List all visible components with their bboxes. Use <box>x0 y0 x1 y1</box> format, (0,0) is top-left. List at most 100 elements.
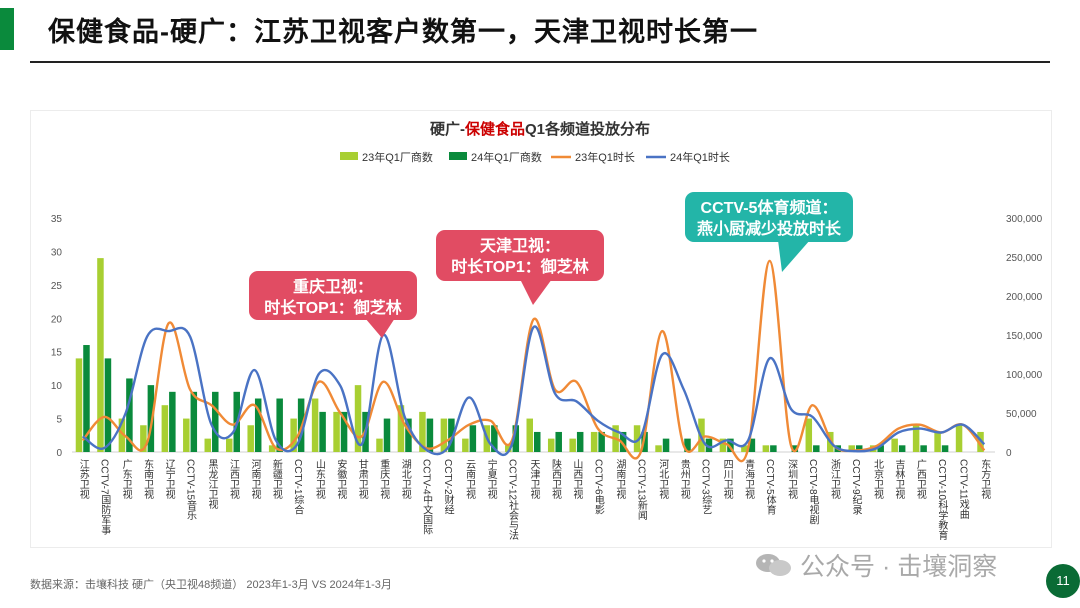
callout-chongqing-line2: 时长TOP1：御芝林 <box>264 300 402 317</box>
bar-2023 <box>547 438 555 452</box>
bar-2023 <box>526 418 533 452</box>
bar-2023 <box>376 438 383 452</box>
bar-2024 <box>941 445 949 452</box>
x-tick-label: 青海卫视 <box>743 458 755 500</box>
x-tick-label: CCTV-15音乐 <box>185 459 197 520</box>
bar-2024 <box>619 431 627 452</box>
bar-2024 <box>448 418 455 452</box>
bar-2023 <box>633 425 641 452</box>
bar-2023 <box>934 431 941 452</box>
bar-2023 <box>912 425 920 452</box>
x-tick-label: 北京卫视 <box>871 459 883 500</box>
x-tick-label: CCTV-11戏曲 <box>957 459 969 519</box>
bar-2024 <box>126 378 133 452</box>
watermark-text: 公众号 · 击壤洞察 <box>800 553 998 581</box>
legend-label: 23年Q1时长 <box>575 150 635 164</box>
bar-2024 <box>534 431 541 452</box>
bar-2024 <box>405 418 412 452</box>
bar-2024 <box>426 418 434 452</box>
y-right-tick: 0 <box>1006 448 1012 459</box>
x-tick-label: 四川卫视 <box>721 459 733 500</box>
bar-2024 <box>576 431 584 452</box>
bar-2023 <box>75 358 83 452</box>
x-tick-label: 山西卫视 <box>571 459 583 500</box>
callout-chongqing: 重庆卫视： 时长TOP1：御芝林 <box>249 271 417 320</box>
bar-2023 <box>118 418 126 452</box>
bar-2023 <box>140 425 147 452</box>
title-accent-bar <box>0 8 14 50</box>
x-tick-label: 广东卫视 <box>120 459 132 500</box>
bar-2024 <box>340 411 348 452</box>
x-tick-label: CCTV-10科学教育 <box>936 459 948 541</box>
bar-2023 <box>762 445 770 452</box>
y-left-tick: 35 <box>51 214 63 225</box>
x-tick-label: 浙江卫视 <box>829 459 841 500</box>
bar-2024 <box>748 438 756 452</box>
x-tick-label: 安徽卫视 <box>335 458 347 500</box>
bar-2024 <box>855 445 863 452</box>
x-tick-label: 湖南卫视 <box>614 459 626 500</box>
bar-2023 <box>333 411 340 452</box>
callout-tianjin-line1: 天津卫视： <box>479 238 560 255</box>
bar-2023 <box>505 445 512 452</box>
bar-2023 <box>977 431 984 452</box>
x-tick-label: 重庆卫视 <box>378 458 390 500</box>
bar-2023 <box>590 431 598 452</box>
bar-2024 <box>705 438 713 452</box>
bar-2023 <box>741 445 748 452</box>
bar-2023 <box>419 411 426 452</box>
x-tick-label: CCTV-12社会与法 <box>507 459 519 541</box>
x-tick-label: CCTV-7国防军事 <box>99 459 111 535</box>
x-tick-label: 甘肃卫视 <box>356 458 368 500</box>
bar-2023 <box>268 445 276 452</box>
bar-2024 <box>83 345 90 452</box>
x-tick-label: 黑龙江卫视 <box>206 459 218 510</box>
x-tick-label: 河北卫视 <box>657 459 669 500</box>
title-divider <box>30 61 1050 63</box>
bar-2024 <box>104 358 112 452</box>
bar-2023 <box>354 385 362 452</box>
x-tick-label: CCTV-9纪录 <box>850 459 862 515</box>
x-tick-label: CCTV-2财经 <box>442 459 454 515</box>
x-tick-label: CCTV-4中文国际 <box>421 459 433 535</box>
callout-tianjin: 天津卫视： 时长TOP1：御芝林 <box>436 230 604 281</box>
x-tick-label: 陕西卫视 <box>549 458 561 500</box>
bar-2024 <box>190 391 198 452</box>
bar-2023 <box>204 438 212 452</box>
y-right-tick: 150,000 <box>1006 331 1043 342</box>
x-tick-label: CCTV-6电影 <box>592 459 604 515</box>
y-right-tick: 300,000 <box>1006 214 1043 225</box>
data-source-note: 数据来源：击壤科技 硬广（央卫视48频道） 2023年1-3月 VS 2024年… <box>30 579 392 591</box>
bar-2024 <box>684 438 691 452</box>
x-tick-label: 江苏卫视 <box>77 459 89 500</box>
bar-2024 <box>770 445 777 452</box>
x-tick-label: 江西卫视 <box>227 459 239 500</box>
callout-chongqing-line1: 重庆卫视： <box>292 279 373 296</box>
bar-2024 <box>254 398 262 452</box>
bar-2024 <box>727 438 734 452</box>
bar-2024 <box>491 425 498 452</box>
bar-2023 <box>848 445 855 452</box>
legend-swatch <box>449 152 467 160</box>
page-number: 11 <box>1046 564 1080 598</box>
y-left-tick: 25 <box>51 281 63 292</box>
y-left-tick: 30 <box>51 247 63 258</box>
bar-2023 <box>955 425 963 452</box>
x-tick-label: CCTV-1综合 <box>292 459 304 515</box>
bar-2023 <box>183 418 190 452</box>
callout-cctv5: CCTV-5体育频道： 燕小厨减少投放时长 <box>685 192 853 242</box>
chart-title: 硬广-保健食品Q1各频道投放分布 <box>430 120 650 138</box>
bar-2024 <box>813 445 820 452</box>
x-tick-label: 宁夏卫视 <box>485 458 497 500</box>
x-tick-label: 湖北卫视 <box>399 459 411 500</box>
bar-2023 <box>161 405 169 452</box>
x-axis-labels: 江苏卫视 CCTV-7国防军事 广东卫视 东南卫视 辽宁卫视 CCTV-15音乐 黑龙江卫视… <box>77 458 991 541</box>
bar-2024 <box>383 418 391 452</box>
bar-2023 <box>311 398 319 452</box>
bar-2023 <box>891 438 898 452</box>
bar-2023 <box>462 438 469 452</box>
x-tick-label: 吉林卫视 <box>893 459 905 500</box>
y-left-tick: 10 <box>51 381 63 392</box>
x-tick-label: 辽宁卫视 <box>163 459 175 500</box>
y-left-tick: 15 <box>51 348 63 359</box>
